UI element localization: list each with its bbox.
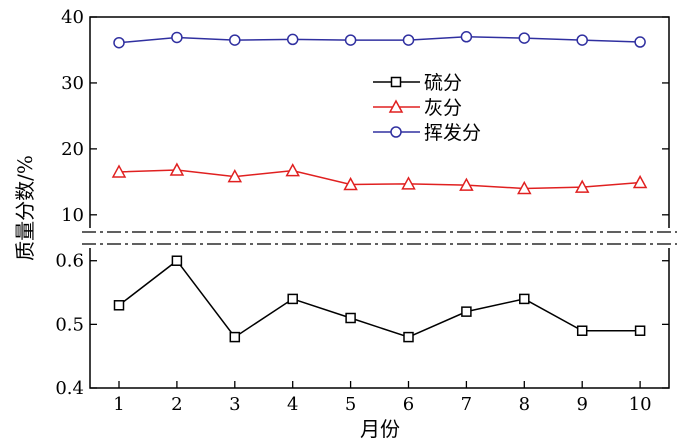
y-tick-label-lower: 0.6: [55, 251, 84, 272]
upper-panel-frame: [89, 16, 670, 228]
legend-label-ash: 灰分: [424, 97, 462, 119]
lower-panel-frame: [89, 248, 670, 389]
axis-ticks: 1 2 3 4 5 6 7 8 9 10 10 20 30 40 0.4 0.5 0.6: [55, 7, 669, 415]
series-layer: [111, 31, 648, 343]
x-tick-label: 3: [229, 394, 240, 415]
series-sulfur-point: [171, 255, 183, 266]
x-tick-label: 1: [113, 394, 124, 415]
x-tick-label: 8: [519, 394, 530, 415]
series-ash-point: [517, 180, 532, 195]
y-tick-label-lower: 0.4: [55, 378, 84, 399]
series-volatile-point: [113, 36, 125, 49]
y-tick-label-upper: 10: [61, 205, 84, 226]
x-tick-label: 9: [576, 394, 587, 415]
series-sulfur-point: [461, 306, 472, 317]
series-volatile-point: [402, 34, 415, 46]
series-ash-line: [118, 169, 641, 190]
axis-break-band: [90, 228, 669, 248]
series-ash-point: [285, 163, 300, 177]
legend-marker-ash: [388, 99, 404, 113]
series-sulfur-point: [345, 312, 356, 324]
series-sulfur-point: [576, 325, 588, 336]
series-ash-point: [401, 176, 416, 190]
series-volatile-point: [229, 34, 241, 46]
series-sulfur-point: [519, 293, 530, 305]
series-volatile-line: [118, 36, 641, 44]
series-ash-point: [574, 179, 590, 193]
series-volatile-point: [460, 31, 473, 43]
legend-label-sulfur: 硫分: [424, 72, 462, 94]
series-volatile-point: [344, 34, 357, 46]
y-tick-label-lower: 0.5: [55, 314, 84, 335]
legend: 硫分 灰分 挥发分: [373, 72, 481, 144]
series-ash-point: [343, 176, 358, 191]
x-tick-label: 5: [345, 394, 356, 415]
series-sulfur-line: [118, 259, 641, 339]
y-tick-label-upper: 30: [61, 73, 84, 94]
x-tick-label: 2: [171, 394, 182, 415]
series-ash-point: [459, 177, 474, 191]
series-volatile-point: [518, 32, 531, 44]
legend-marker-sulfur: [390, 76, 402, 88]
series-sulfur-point: [287, 293, 298, 305]
series-volatile-point: [286, 33, 299, 46]
series-volatile-point: [171, 31, 183, 44]
x-tick-label: 10: [629, 394, 652, 415]
legend-label-volatile: 挥发分: [424, 122, 481, 144]
y-tick-label-upper: 40: [61, 7, 84, 28]
x-tick-label: 4: [287, 394, 298, 415]
x-tick-label: 6: [403, 394, 414, 415]
x-axis-label: 月份: [360, 417, 400, 441]
series-ash-point: [169, 162, 185, 176]
series-volatile-point: [576, 34, 588, 46]
series-sulfur-point: [403, 331, 414, 343]
series-ash-point: [632, 174, 648, 189]
series-sulfur-point: [634, 325, 646, 336]
series-volatile-point: [634, 36, 646, 48]
series-sulfur-point: [113, 300, 125, 311]
series-ash-point: [227, 169, 243, 183]
series-sulfur-point: [229, 331, 241, 343]
series-ash-point: [111, 164, 127, 178]
y-tick-label-upper: 20: [61, 139, 84, 160]
x-tick-label: 7: [461, 394, 472, 415]
legend-marker-volatile: [390, 126, 402, 138]
y-axis-label: 质量分数/%: [13, 155, 37, 261]
